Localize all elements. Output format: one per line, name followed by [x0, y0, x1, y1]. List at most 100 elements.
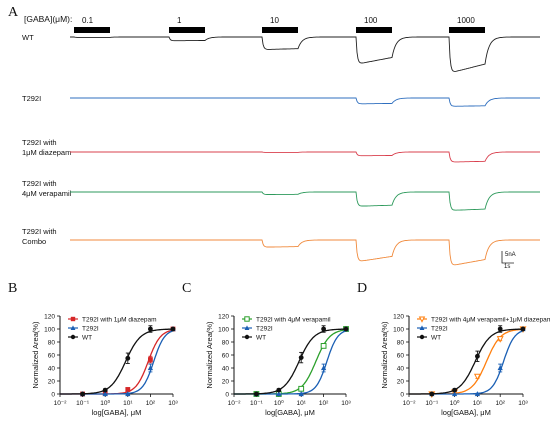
fit-curve: [234, 329, 347, 395]
x-tick-label: 10¹: [123, 400, 133, 407]
y-tick-label: 100: [393, 327, 404, 334]
y-tick-label: 40: [222, 366, 230, 373]
y-tick-label: 60: [397, 353, 405, 360]
gaba-application-bar-1000: [449, 27, 485, 33]
y-tick-label: 0: [51, 392, 55, 399]
legend-label: T292I with 1μM diazepam: [82, 317, 157, 324]
data-point: [102, 387, 108, 393]
x-tick-label: 10³: [168, 400, 178, 407]
x-tick-label: 10⁻²: [403, 400, 417, 407]
current-trace: [352, 36, 447, 64]
fit-curve: [60, 330, 174, 395]
fit-curve: [234, 328, 346, 395]
gaba-application-bar-0.1: [74, 27, 110, 33]
current-trace: [165, 36, 260, 42]
x-tick-label: 10⁰: [100, 399, 110, 407]
y-tick-label: 0: [225, 392, 229, 399]
data-point: [125, 355, 131, 361]
y-tick-label: 120: [393, 314, 404, 321]
data-point: [451, 391, 458, 397]
y-tick-label: 80: [397, 340, 405, 347]
data-point: [254, 391, 259, 397]
x-tick-label: 10¹: [296, 400, 306, 407]
y-tick-label: 100: [218, 327, 229, 334]
current-trace: [258, 239, 353, 248]
data-point: [452, 387, 457, 393]
trace-row-label: Combo: [22, 237, 46, 246]
x-tick-label: 10⁻¹: [425, 400, 439, 407]
data-point: [102, 391, 108, 397]
data-point: [70, 334, 76, 340]
data-point: [244, 325, 250, 330]
trace-row-label: T292I: [22, 94, 41, 103]
panel-letter-b: B: [8, 281, 17, 296]
y-tick-label: 60: [48, 353, 56, 360]
data-point: [276, 391, 282, 397]
panel-letter-c: C: [182, 281, 191, 296]
data-point: [244, 316, 250, 322]
data-point: [70, 316, 76, 322]
x-axis-title: log[GABA], μM: [92, 408, 142, 417]
panel-d-chart: D 0 20 40 60 80 100 120 10⁻² 10⁻¹ 10⁰ 10¹ 10² 10³ log[…: [357, 281, 550, 417]
current-trace: [445, 36, 540, 72]
trace-row-label: 1μM diazepam: [22, 148, 71, 157]
x-tick-label: 10⁰: [450, 399, 460, 407]
data-point: [475, 353, 480, 359]
legend-label: T292I: [431, 326, 448, 333]
panel-c-chart: C 0 20 40 60 80 100 120 10⁻² 10⁻¹ 10⁰ 10¹ 10² 10³ log[…: [182, 281, 352, 417]
fit-curve: [60, 328, 173, 395]
y-tick-label: 0: [400, 392, 404, 399]
data-point: [429, 391, 435, 397]
gaba-concentration-label: 100: [364, 16, 378, 25]
data-point: [125, 391, 131, 397]
y-tick-label: 20: [222, 379, 230, 386]
current-trace: [258, 36, 353, 50]
current-trace: [445, 97, 540, 107]
concentration-header: [GABA](μM):: [24, 14, 72, 24]
data-point: [244, 334, 250, 340]
x-tick-label: 10⁻²: [228, 400, 242, 407]
y-tick-label: 100: [44, 327, 55, 334]
x-tick-label: 10⁻²: [54, 400, 68, 407]
data-point: [276, 387, 282, 393]
y-tick-label: 60: [222, 353, 230, 360]
data-point: [298, 355, 304, 360]
current-trace: [445, 239, 540, 266]
current-trace: [445, 191, 540, 211]
data-point: [298, 391, 304, 397]
current-trace: [445, 151, 540, 163]
y-tick-label: 120: [44, 314, 55, 321]
fit-curve: [60, 329, 174, 395]
data-point: [70, 325, 76, 330]
trace-row-label: T292I with: [22, 138, 57, 147]
y-tick-label: 80: [48, 340, 56, 347]
gaba-concentration-label: 1: [177, 16, 182, 25]
data-point: [419, 325, 425, 330]
legend-label: WT: [431, 335, 441, 342]
legend-label: T292I: [256, 326, 273, 333]
y-tick-label: 80: [222, 340, 230, 347]
data-point: [497, 365, 503, 371]
x-tick-label: 10³: [341, 400, 351, 407]
data-point: [148, 326, 153, 332]
data-point: [497, 326, 503, 332]
fit-curve: [409, 328, 523, 395]
y-tick-label: 120: [218, 314, 229, 321]
data-point: [298, 385, 305, 392]
x-tick-label: 10⁻¹: [250, 400, 264, 407]
y-tick-label: 20: [397, 379, 405, 386]
trace-row-label: T292I with: [22, 179, 57, 188]
data-point: [321, 326, 326, 332]
legend-label: T292I with 4μM verapamil: [256, 317, 331, 324]
legend-label: WT: [256, 335, 266, 342]
panel-b-chart: B 0 20 40 60 80 100 120 10⁻² 10⁻¹ 10⁰ 10¹ 10² 10³ log[…: [8, 281, 179, 417]
x-tick-label: 10²: [319, 400, 329, 407]
current-trace: [352, 191, 447, 207]
y-axis-title: Normalized Area(%): [205, 321, 214, 389]
gaba-application-bar-10: [262, 27, 298, 33]
gaba-application-bar-100: [356, 27, 392, 33]
scale-bar-current-label: 5nA: [505, 252, 516, 258]
trace-row-label: 4μM verapamil: [22, 189, 72, 198]
y-axis-title: Normalized Area(%): [31, 321, 40, 389]
legend-label: T292I: [82, 326, 99, 333]
